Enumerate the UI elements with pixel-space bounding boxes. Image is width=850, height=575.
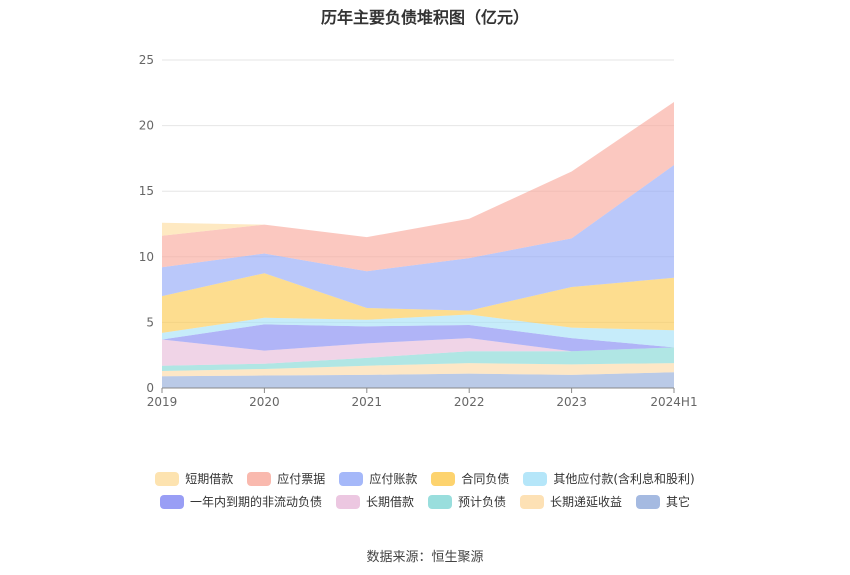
series-area-2: [162, 347, 674, 371]
legend-item[interactable]: 长期借款: [335, 493, 414, 510]
legend-label: 合同负债: [461, 472, 510, 486]
legend-row: 一年内到期的非流动负债 长期借款 预计负债 长期递延收益 其它: [159, 493, 690, 510]
data-source-note: 数据来源：恒生聚源: [366, 550, 484, 565]
legend-swatch: [636, 494, 661, 509]
legend-label: 预计负债: [457, 495, 506, 509]
legend-item[interactable]: 其它: [636, 493, 690, 510]
series-area-4: [162, 324, 674, 352]
legend-item[interactable]: 应付账款: [339, 470, 417, 487]
y-tick-label: 0: [146, 381, 154, 395]
series-area-7: [162, 164, 674, 311]
legend-label: 其它: [666, 495, 691, 509]
legend-row: 短期借款 应付票据 应付账款 合同负债 其他应付款(含利息和股利): [155, 470, 695, 487]
legend-swatch: [427, 494, 452, 509]
series-area-8: [162, 101, 674, 272]
y-tick-label: 20: [139, 119, 154, 133]
legend-item[interactable]: 预计负债: [427, 493, 506, 510]
legend-item[interactable]: 应付票据: [247, 470, 325, 487]
x-tick-label: 2019: [147, 395, 178, 409]
y-tick-label: 25: [139, 53, 154, 67]
legend-label: 长期借款: [365, 495, 414, 509]
x-tick-label: 2022: [454, 395, 485, 409]
x-tick-label: 2023: [556, 395, 587, 409]
chart-title: 历年主要负债堆积图（亿元）: [320, 8, 529, 27]
legend-item[interactable]: 一年内到期的非流动负债: [159, 493, 322, 510]
chart-legend: 短期借款 应付票据 应付账款 合同负债 其他应付款(含利息和股利) 一年内到期的非流动负…: [0, 470, 850, 510]
legend-swatch: [247, 471, 272, 486]
x-tick-label: 2021: [352, 395, 383, 409]
legend-swatch: [335, 494, 360, 509]
legend-item[interactable]: 其他应付款(含利息和股利): [523, 470, 695, 487]
series-area-1: [162, 363, 674, 377]
legend-label: 一年内到期的非流动负债: [189, 495, 322, 509]
y-tick-label: 10: [139, 250, 154, 264]
x-tick-label: 2024H1: [650, 395, 697, 409]
series-area-3: [162, 338, 674, 366]
legend-label: 长期递延收益: [550, 495, 623, 509]
legend-label: 应付票据: [277, 472, 326, 486]
series-area-0: [162, 372, 674, 388]
legend-item[interactable]: 合同负债: [431, 470, 509, 487]
series-area-5: [162, 314, 674, 348]
legend-swatch: [159, 494, 184, 509]
legend-swatch: [339, 471, 364, 486]
legend-label: 应付账款: [369, 472, 418, 486]
legend-item[interactable]: 短期借款: [155, 470, 233, 487]
legend-swatch: [431, 471, 456, 486]
series-area-6: [162, 273, 674, 333]
legend-label: 其他应付款(含利息和股利): [553, 472, 695, 486]
legend-item[interactable]: 长期递延收益: [520, 493, 622, 510]
stacked-area-chart: 0 5 10 15 20 25 2019 2020 2021 2022 2023 2024H1: [139, 53, 698, 409]
x-tick-label: 2020: [249, 395, 280, 409]
legend-swatch: [523, 471, 548, 486]
legend-swatch: [520, 494, 544, 509]
legend-label: 短期借款: [185, 472, 234, 486]
legend-swatch: [155, 471, 180, 486]
y-tick-label: 5: [146, 315, 154, 329]
y-tick-label: 15: [139, 184, 154, 198]
